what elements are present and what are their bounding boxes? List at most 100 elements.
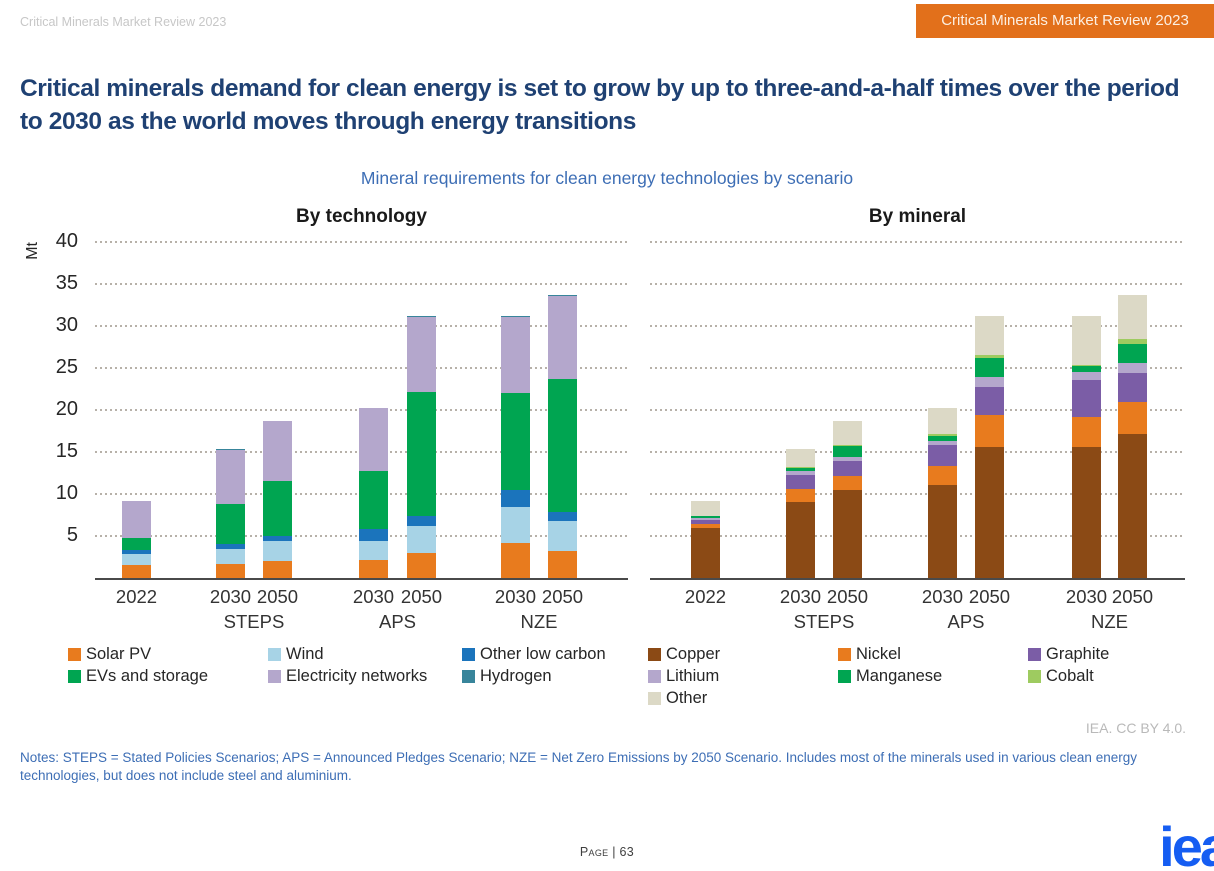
x-axis-scenario-label: STEPS xyxy=(223,611,285,632)
bar-2022 xyxy=(691,500,720,578)
bar-segment-graphite xyxy=(1072,379,1101,417)
legend-swatch-lithium xyxy=(648,670,661,683)
x-axis-year-label: 2030 xyxy=(921,586,964,607)
bar-segment-cobalt xyxy=(975,355,1004,358)
bar-segment-graphite xyxy=(928,445,957,467)
legend-label: Nickel xyxy=(856,645,901,663)
legend-by-mineral: Copper Nickel Graphite Lithium Manganese Coba… xyxy=(648,645,1109,708)
bar-segment-nickel xyxy=(1072,416,1101,447)
bar-segment-solar-pv xyxy=(548,551,577,578)
legend-swatch-nickel xyxy=(838,648,851,661)
bar-segment-graphite xyxy=(691,520,720,525)
bar-segment-wind xyxy=(263,541,292,562)
y-axis-tick-label: 5 xyxy=(66,524,78,546)
x-axis-year-label: 2050 xyxy=(1111,586,1154,607)
y-axis-tick-label: 20 xyxy=(55,398,78,420)
bar-segment-other xyxy=(833,420,862,445)
legend-item: EVs and storage xyxy=(68,667,268,686)
legend-swatch-other-low-carbon xyxy=(462,648,475,661)
bar-segment-solar-pv xyxy=(359,560,388,578)
bar-segment-electricity-networks xyxy=(407,316,436,393)
bar-segment-manganese xyxy=(691,516,720,518)
legend-item: Solar PV xyxy=(68,645,268,664)
gridline xyxy=(650,325,1185,327)
bar-segment-evs-and-storage xyxy=(216,504,245,545)
bar-segment-other-low-carbon xyxy=(407,515,436,526)
gridline xyxy=(95,283,628,285)
legend-label: Other xyxy=(666,689,708,707)
bar-segment-cobalt xyxy=(1072,364,1101,367)
bar-segment-electricity-networks xyxy=(263,420,292,481)
bar-segment-other-low-carbon xyxy=(122,550,151,555)
y-axis-tick-label: 40 xyxy=(55,230,78,252)
bar-segment-copper xyxy=(1072,446,1101,578)
x-axis-year-label: 2050 xyxy=(968,586,1011,607)
legend-swatch-cobalt xyxy=(1028,670,1041,683)
bar-steps-2050 xyxy=(263,420,292,578)
bar-segment-manganese xyxy=(1072,366,1101,373)
bar-segment-copper xyxy=(928,484,957,578)
bar-segment-copper xyxy=(975,446,1004,578)
gridline xyxy=(650,241,1185,243)
x-axis-year-label: 2050 xyxy=(541,586,584,607)
x-axis-scenario-label: NZE xyxy=(1091,611,1128,632)
y-axis-tick-label: 30 xyxy=(55,314,78,336)
gridline xyxy=(95,325,628,327)
bar-steps-2050 xyxy=(833,420,862,578)
report-watermark: Critical Minerals Market Review 2023 xyxy=(20,15,227,29)
bar-aps-2030 xyxy=(928,407,957,578)
bar-segment-lithium xyxy=(691,517,720,521)
bar-segment-manganese xyxy=(1118,343,1147,363)
bar-segment-graphite xyxy=(786,474,815,489)
x-axis-year-label: 2050 xyxy=(826,586,869,607)
legend-item: Wind xyxy=(268,645,462,664)
legend-label: Hydrogen xyxy=(480,667,552,685)
bar-segment-copper xyxy=(786,501,815,578)
y-axis-tick-label: 10 xyxy=(55,482,78,504)
bar-segment-other-low-carbon xyxy=(548,511,577,521)
iea-logo: iea xyxy=(1159,815,1214,871)
bar-steps-2030 xyxy=(786,449,815,578)
gridline xyxy=(650,283,1185,285)
bar-segment-manganese xyxy=(833,446,862,458)
bar-nze-2050 xyxy=(1118,294,1147,578)
bar-segment-lithium xyxy=(786,471,815,475)
bar-segment-graphite xyxy=(833,461,862,476)
y-axis-tick-label: 25 xyxy=(55,356,78,378)
bar-segment-nickel xyxy=(1118,402,1147,434)
bar-segment-graphite xyxy=(975,387,1004,416)
legend-item: Other low carbon xyxy=(462,645,606,664)
legend-swatch-electricity-networks xyxy=(268,670,281,683)
bar-segment-evs-and-storage xyxy=(407,392,436,516)
legend-swatch-evs-and-storage xyxy=(68,670,81,683)
bar-segment-nickel xyxy=(928,466,957,485)
bar-segment-copper xyxy=(691,528,720,578)
x-axis-year-label: 2030 xyxy=(494,586,537,607)
x-axis-year-label: 2030 xyxy=(209,586,252,607)
x-axis-year-label: 2050 xyxy=(256,586,299,607)
legend-item: Electricity networks xyxy=(268,667,462,686)
bar-segment-electricity-networks xyxy=(122,500,151,538)
figure-notes: Notes: STEPS = Stated Policies Scenarios… xyxy=(20,750,1137,783)
legend-label: Graphite xyxy=(1046,645,1110,663)
legend-label: Wind xyxy=(286,645,324,663)
bar-segment-nickel xyxy=(691,524,720,529)
bar-segment-evs-and-storage xyxy=(263,480,292,537)
bar-segment-electricity-networks xyxy=(216,449,245,505)
x-axis-scenario-label: STEPS xyxy=(793,611,855,632)
bar-steps-2030 xyxy=(216,449,245,578)
x-axis-year-label: 2030 xyxy=(1065,586,1108,607)
bar-segment-wind xyxy=(359,541,388,561)
bar-segment-nickel xyxy=(833,475,862,490)
gridline xyxy=(95,241,628,243)
bar-segment-cobalt xyxy=(786,466,815,468)
bar-segment-electricity-networks xyxy=(501,316,530,394)
gridline xyxy=(650,367,1185,369)
bar-segment-evs-and-storage xyxy=(501,393,530,490)
bar-segment-wind xyxy=(548,520,577,552)
bar-nze-2030 xyxy=(1072,315,1101,578)
bar-segment-other xyxy=(691,500,720,516)
panel-title-by-mineral: By mineral xyxy=(868,206,967,227)
legend-item: Nickel xyxy=(838,645,1028,664)
legend-swatch-graphite xyxy=(1028,648,1041,661)
